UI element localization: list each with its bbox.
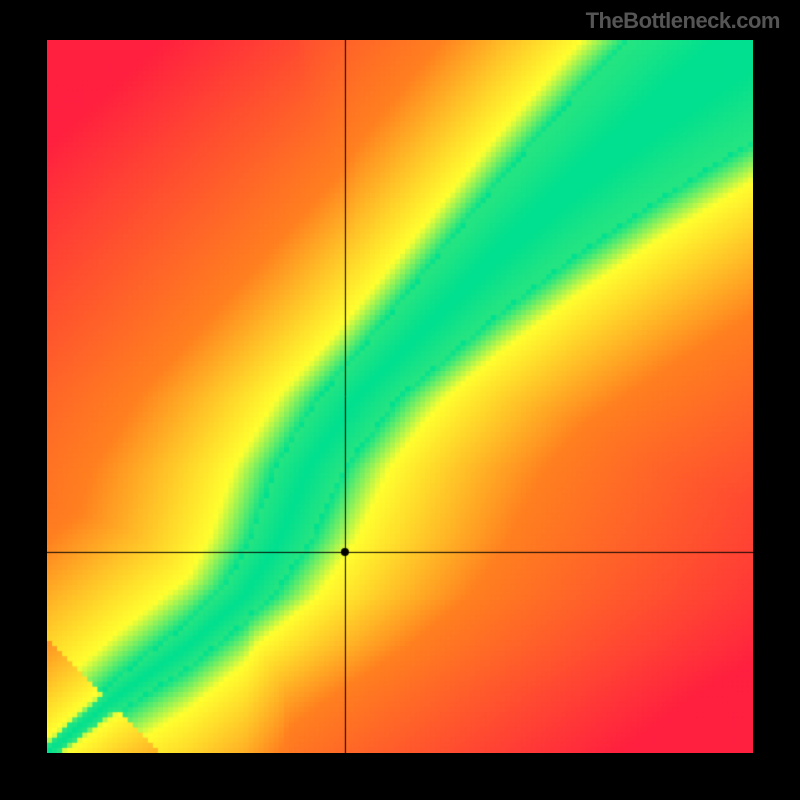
bottleneck-heatmap — [47, 40, 753, 753]
chart-container: TheBottleneck.com — [0, 0, 800, 800]
watermark-text: TheBottleneck.com — [586, 8, 780, 34]
